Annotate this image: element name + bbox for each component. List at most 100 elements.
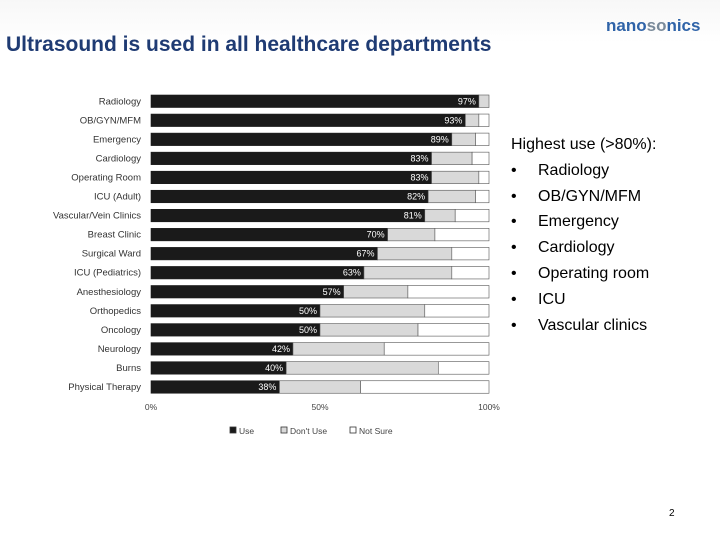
data-label: 40% [265, 363, 283, 373]
highlight-label: Cardiology [538, 239, 615, 257]
bar-segment [478, 113, 490, 127]
data-label: 83% [411, 153, 429, 163]
data-label: 67% [356, 249, 374, 259]
bar-segment [431, 170, 480, 184]
bar-segment [343, 285, 409, 299]
bar-segment [454, 209, 490, 223]
data-label: 57% [323, 287, 341, 297]
usage-bar-chart: Radiology 97% OB/GYN/MFM 93% Emergency 89% Car… [53, 94, 500, 436]
bar-segment [451, 266, 490, 280]
category-label: Burns [116, 363, 141, 374]
highlight-item: • Operating room [511, 261, 656, 287]
bar-segment [437, 361, 490, 375]
bar-segment [465, 113, 480, 127]
bar-segment [417, 323, 490, 337]
data-label: 63% [343, 268, 361, 278]
bullet-glyph: • [511, 290, 517, 308]
bar-segment [319, 323, 419, 337]
category-label: Surgical Ward [82, 249, 141, 260]
data-label: 42% [272, 344, 290, 354]
highlight-label: Emergency [538, 213, 619, 231]
data-label: 38% [258, 382, 276, 392]
category-label: Vascular/Vein Clinics [53, 211, 141, 222]
bar-segment [150, 113, 466, 127]
category-label: Emergency [93, 134, 141, 145]
bar-segment [150, 304, 321, 318]
bar-segment [150, 189, 429, 204]
page-number: 2 [669, 508, 675, 519]
highlight-item: • Radiology [511, 158, 656, 184]
bar-segment [150, 266, 365, 280]
highlight-label: OB/GYN/MFM [538, 187, 642, 205]
bar-segment [478, 94, 490, 108]
x-tick-label: 100% [478, 402, 500, 412]
legend-swatch [280, 426, 288, 434]
bar-segment [150, 94, 480, 108]
highlight-item: • ICU [511, 287, 656, 313]
x-tick-label: 50% [311, 402, 328, 412]
category-label: ICU (Pediatrics) [74, 268, 141, 279]
category-label: Anesthesiology [77, 287, 142, 298]
slide-title: Ultrasound is used in all healthcare dep… [6, 33, 492, 56]
data-label: 81% [404, 211, 422, 221]
bar-segment [150, 228, 388, 242]
bar-segment [377, 247, 453, 261]
bar-segment [150, 151, 432, 165]
category-label: Physical Therapy [68, 382, 141, 393]
legend-swatch [349, 426, 357, 434]
legend-label: Not Sure [359, 426, 393, 436]
bullet-glyph: • [511, 264, 517, 282]
bar-segment [150, 247, 378, 261]
x-tick-label: 0% [145, 402, 158, 412]
bullet-glyph: • [511, 316, 517, 334]
bar-segment [150, 132, 453, 146]
bullet-glyph: • [511, 161, 517, 179]
highlight-label: Radiology [538, 161, 610, 179]
bar-segment [431, 151, 473, 165]
bar-segment [471, 151, 490, 165]
bar-segment [407, 285, 490, 299]
bar-segment [434, 228, 490, 242]
category-label: Orthopedics [90, 306, 141, 317]
highlights-heading: Highest use (>80%): [511, 136, 657, 153]
category-label: Neurology [98, 344, 142, 355]
highlights-list: • Radiology • OB/GYN/MFM • Emergency • Cardiolo… [511, 158, 656, 339]
data-label: 70% [367, 230, 385, 240]
bar-segment [292, 342, 385, 356]
bar-segment [150, 170, 432, 184]
bar-segment [424, 304, 490, 318]
header-band [0, 0, 720, 62]
highlight-item: • OB/GYN/MFM [511, 184, 656, 210]
nanosonics-logo: nanosonics [606, 16, 701, 35]
highlight-label: Operating room [538, 264, 650, 282]
highlight-label: ICU [538, 290, 566, 308]
bar-segment [150, 323, 321, 337]
bullet-glyph: • [511, 213, 517, 231]
category-label: Breast Clinic [88, 230, 142, 241]
bar-segment [279, 380, 361, 394]
category-label: OB/GYN/MFM [80, 115, 141, 126]
bar-segment [475, 132, 490, 146]
bar-segment [427, 189, 476, 204]
bar-segment [383, 342, 490, 356]
bar-segment [360, 380, 490, 394]
highlight-label: Vascular clinics [538, 316, 648, 334]
bar-segment [475, 189, 490, 204]
bar-segment [451, 247, 490, 261]
legend-label: Don't Use [290, 426, 327, 436]
highlight-item: • Cardiology [511, 235, 656, 261]
bar-segment [451, 132, 476, 146]
data-label: 83% [411, 172, 429, 182]
bar-segment [319, 304, 426, 318]
bar-segment [387, 228, 436, 242]
data-label: 89% [431, 134, 449, 144]
highlights-panel: Highest use (>80%): • Radiology • OB/GYN/MF… [511, 132, 656, 338]
bar-segment [150, 209, 426, 223]
category-label: ICU (Adult) [94, 192, 141, 203]
legend-swatch [229, 426, 237, 434]
legend-label: Use [239, 426, 254, 436]
bullet-glyph: • [511, 187, 517, 205]
highlight-item: • Emergency [511, 209, 656, 235]
bar-segment [478, 170, 490, 184]
data-label: 93% [444, 115, 462, 125]
